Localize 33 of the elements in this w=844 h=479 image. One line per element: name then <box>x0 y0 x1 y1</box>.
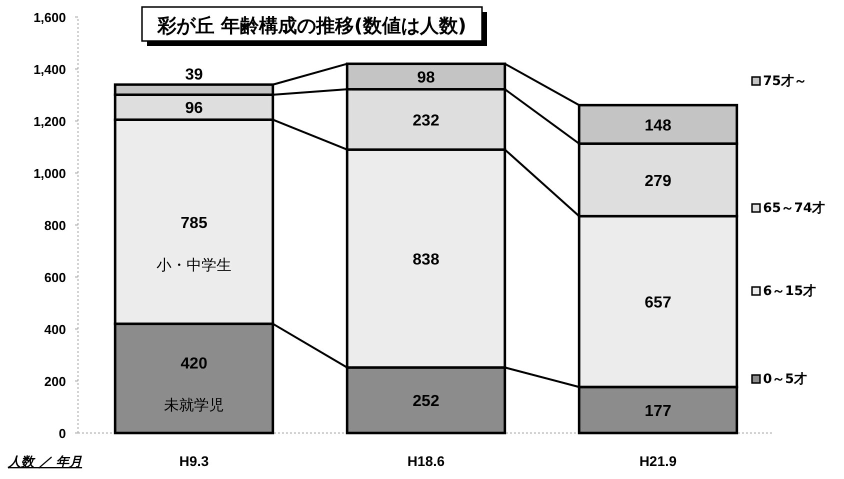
y-tick-label: 200 <box>44 374 66 389</box>
data-label: 785 <box>180 214 208 232</box>
data-label: 252 <box>412 393 440 410</box>
chart-title: 彩が丘 年齢構成の推移(数値は人数) <box>156 15 466 37</box>
data-label: 39 <box>185 66 203 84</box>
y-tick-label: 400 <box>44 322 66 337</box>
data-label: 232 <box>412 112 440 130</box>
data-label: 96 <box>185 100 203 118</box>
y-tick-label: 1,200 <box>33 114 66 129</box>
annotation: 未就学児 <box>164 396 224 414</box>
data-label: 148 <box>644 117 672 134</box>
data-label: 177 <box>644 402 672 420</box>
y-tick-label: 1,000 <box>33 166 66 181</box>
data-label: 838 <box>412 252 440 269</box>
y-tick-label: 800 <box>44 218 66 233</box>
data-label: 657 <box>644 294 672 312</box>
x-tick-label: H18.6 <box>407 453 445 469</box>
y-tick-label: 600 <box>44 270 66 285</box>
data-label: 420 <box>180 355 208 372</box>
title: 彩が丘 年齢構成の推移(数値は人数) <box>141 6 487 46</box>
data-label: 98 <box>417 70 435 87</box>
legend-label: 65～74才 <box>763 201 826 216</box>
x-tick-label: H21.9 <box>639 453 677 469</box>
x-tick-label: H9.3 <box>179 453 209 469</box>
y-tick-label: 0 <box>58 426 66 441</box>
annotation: 小・中学生 <box>156 256 232 274</box>
y-tick-label: 1,400 <box>33 62 66 77</box>
legend-label: 75才～ <box>763 74 808 89</box>
legend-label: 6～15才 <box>763 284 816 299</box>
x-axis-title: 人数 ／ 年月 <box>7 455 82 470</box>
y-tick-label: 1,600 <box>33 10 66 25</box>
legend-label: 0～5才 <box>763 372 808 387</box>
data-label: 279 <box>644 172 672 190</box>
